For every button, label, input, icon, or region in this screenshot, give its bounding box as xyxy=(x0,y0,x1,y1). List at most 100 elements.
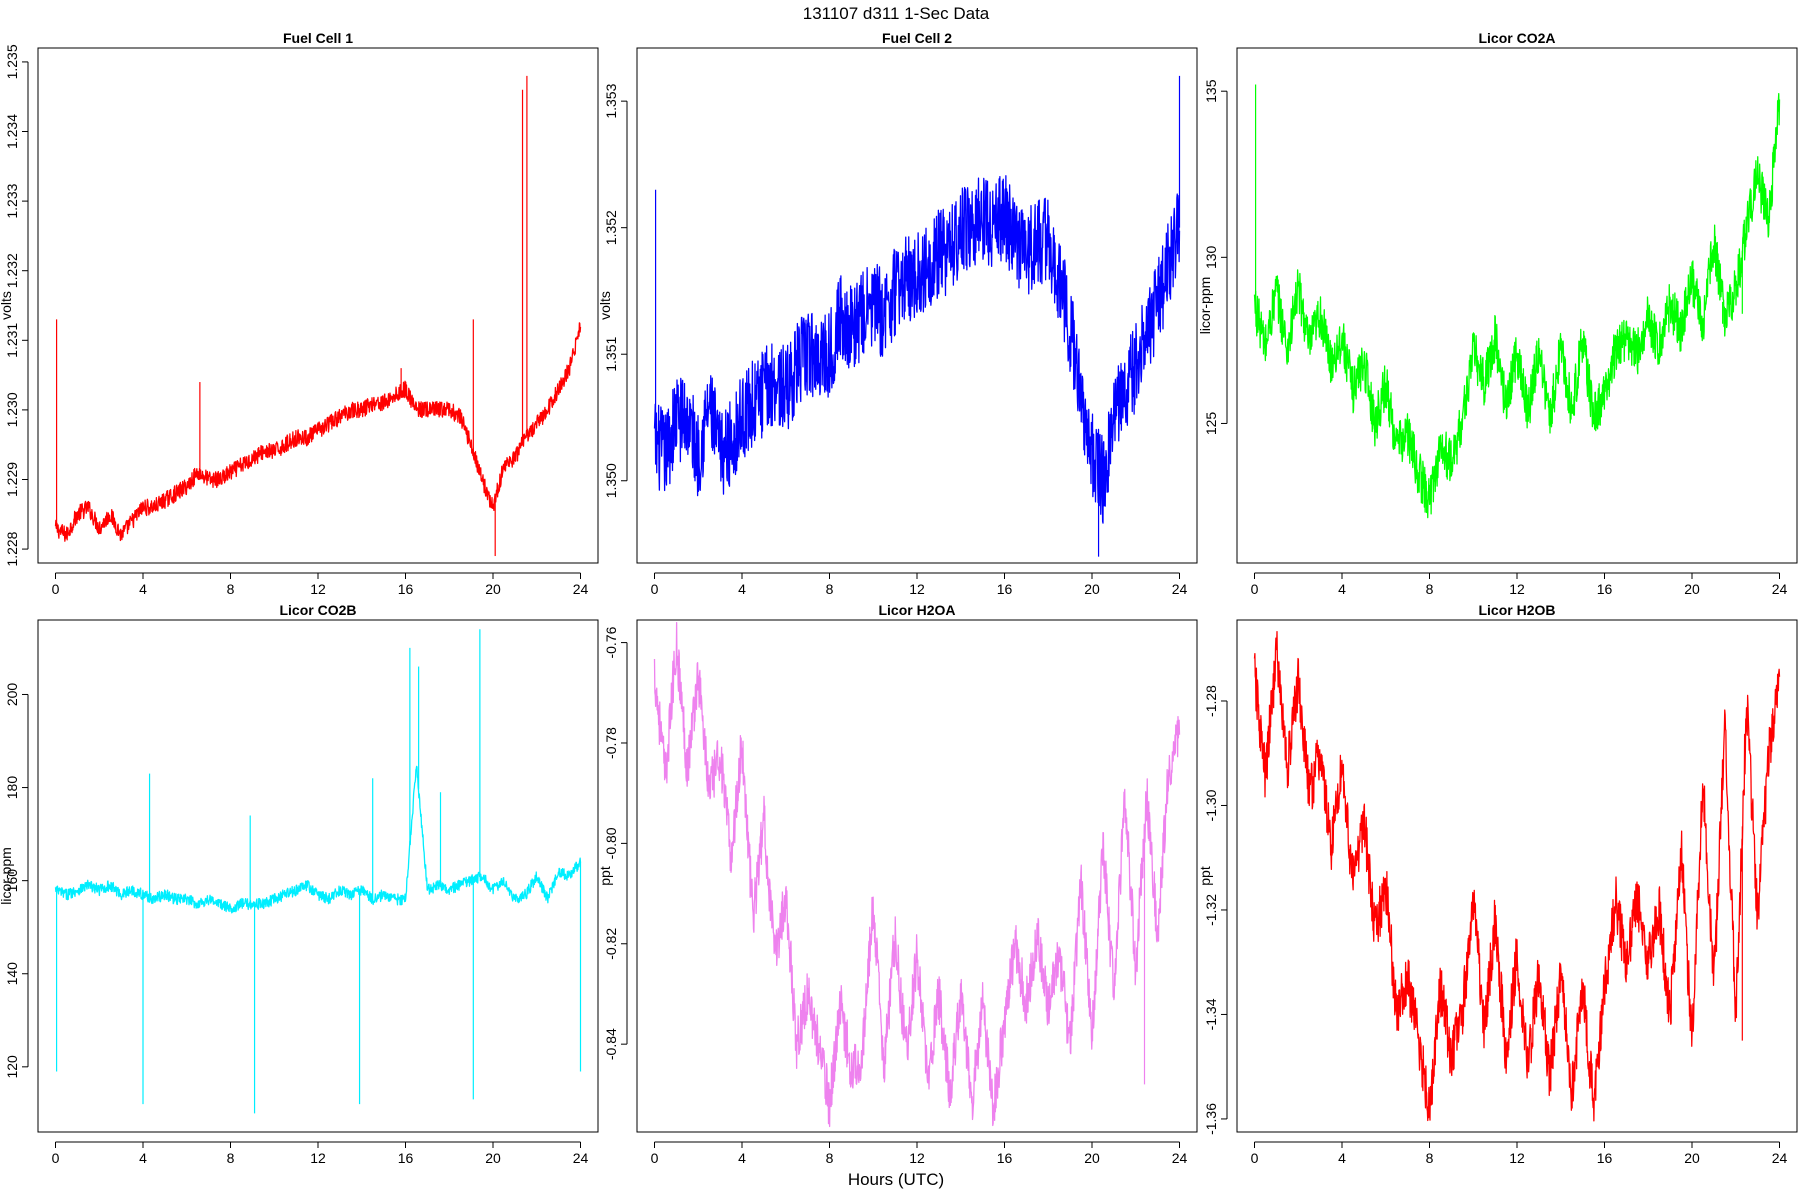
panel-title: Fuel Cell 2 xyxy=(882,30,952,46)
x-tick-label: 24 xyxy=(1772,581,1788,597)
chart-panel: Licor H2OB ppt 0 4 8 12 16 20 24 -1.36 -1.34 -1.32 -… xyxy=(1197,602,1798,1166)
y-tick-label: -1.36 xyxy=(1203,1103,1219,1135)
y-tick-label: 200 xyxy=(4,683,20,707)
y-tick-label: 1.230 xyxy=(4,392,20,427)
y-tick-label: 160 xyxy=(4,869,20,893)
x-tick-label: 8 xyxy=(826,1150,834,1166)
y-tick-label: 1.352 xyxy=(603,210,619,245)
data-series-line xyxy=(1253,93,1781,519)
plot-frame xyxy=(37,47,599,564)
x-tick-label: 20 xyxy=(1684,581,1700,597)
y-axis-label: licor-ppm xyxy=(0,847,14,905)
figure-title: 131107 d311 1-Sec Data xyxy=(803,4,990,23)
chart-panel: Fuel Cell 1 volts 0 4 8 12 16 20 24 1.228 1.229 1.2… xyxy=(0,30,599,597)
y-axis-label: ppt xyxy=(597,866,613,886)
y-tick-label: 1.231 xyxy=(4,323,20,358)
x-tick-label: 0 xyxy=(651,581,659,597)
y-tick-label: 135 xyxy=(1203,79,1219,103)
x-tick-label: 4 xyxy=(139,581,147,597)
panel-title: Licor CO2A xyxy=(1478,30,1555,46)
x-tick-label: 8 xyxy=(227,1150,235,1166)
x-tick-label: 16 xyxy=(1597,581,1613,597)
data-series-line xyxy=(653,621,1181,1128)
y-tick-label: -1.28 xyxy=(1203,685,1219,717)
x-tick-label: 12 xyxy=(909,581,925,597)
chart-panel: Licor CO2B licor-ppm 0 4 8 12 16 20 24 120 140 160 1… xyxy=(0,602,599,1166)
x-tick-label: 24 xyxy=(573,1150,589,1166)
y-tick-label: 140 xyxy=(4,962,20,986)
y-tick-label: 1.229 xyxy=(4,462,20,497)
x-tick-label: 16 xyxy=(398,1150,414,1166)
y-tick-label: -0.80 xyxy=(603,827,619,859)
data-series-line xyxy=(1253,630,1781,1122)
plot-frame xyxy=(37,619,599,1133)
x-tick-label: 24 xyxy=(573,581,589,597)
x-tick-label: 12 xyxy=(310,581,326,597)
x-tick-label: 12 xyxy=(909,1150,925,1166)
panel-title: Licor H2OA xyxy=(878,602,955,618)
y-tick-label: -1.30 xyxy=(1203,789,1219,821)
y-tick-label: -0.82 xyxy=(603,928,619,960)
y-tick-label: 130 xyxy=(1203,245,1219,269)
x-tick-label: 0 xyxy=(651,1150,659,1166)
plot-frame xyxy=(636,619,1198,1133)
x-tick-label: 24 xyxy=(1772,1150,1788,1166)
y-axis-label: volts xyxy=(0,291,14,320)
y-tick-label: 120 xyxy=(4,1055,20,1079)
y-axis-label: volts xyxy=(597,291,613,320)
y-tick-label: 1.235 xyxy=(4,44,20,79)
x-tick-label: 16 xyxy=(398,581,414,597)
y-tick-label: -0.76 xyxy=(603,626,619,658)
data-series-line xyxy=(54,765,582,914)
y-tick-label: -1.32 xyxy=(1203,894,1219,926)
panel-title: Fuel Cell 1 xyxy=(283,30,353,46)
plot-frame xyxy=(1236,619,1798,1133)
x-tick-label: 24 xyxy=(1172,581,1188,597)
x-tick-label: 0 xyxy=(1251,581,1259,597)
x-tick-label: 8 xyxy=(1426,1150,1434,1166)
y-tick-label: 1.353 xyxy=(603,83,619,118)
y-tick-label: -1.34 xyxy=(1203,998,1219,1030)
x-tick-label: 8 xyxy=(227,581,235,597)
figure-xlabel: Hours (UTC) xyxy=(848,1170,944,1189)
x-tick-label: 20 xyxy=(1684,1150,1700,1166)
y-axis-label: ppt xyxy=(1197,866,1213,886)
y-tick-label: 1.234 xyxy=(4,114,20,149)
plot-frame xyxy=(636,47,1198,564)
panel-title: Licor CO2B xyxy=(279,602,356,618)
y-tick-label: 1.351 xyxy=(603,336,619,371)
x-tick-label: 16 xyxy=(1597,1150,1613,1166)
x-tick-label: 0 xyxy=(52,1150,60,1166)
data-series-line xyxy=(54,322,582,542)
chart-panels: Fuel Cell 1 volts 0 4 8 12 16 20 24 1.228 1.229 1.2… xyxy=(0,30,1798,1166)
y-tick-label: 1.232 xyxy=(4,253,20,288)
panel-title: Licor H2OB xyxy=(1478,602,1555,618)
y-tick-label: 1.228 xyxy=(4,531,20,566)
x-tick-label: 12 xyxy=(1509,1150,1525,1166)
x-tick-label: 12 xyxy=(310,1150,326,1166)
y-tick-label: 125 xyxy=(1203,412,1219,436)
x-tick-label: 4 xyxy=(1338,581,1346,597)
x-tick-label: 8 xyxy=(1426,581,1434,597)
data-series-line xyxy=(653,175,1181,524)
y-tick-label: 180 xyxy=(4,776,20,800)
x-tick-label: 24 xyxy=(1172,1150,1188,1166)
y-tick-label: -0.84 xyxy=(603,1028,619,1060)
x-tick-label: 20 xyxy=(1084,1150,1100,1166)
x-tick-label: 4 xyxy=(738,1150,746,1166)
y-tick-label: 1.350 xyxy=(603,463,619,498)
x-tick-label: 12 xyxy=(1509,581,1525,597)
chart-panel: Fuel Cell 2 volts 0 4 8 12 16 20 24 1.350 1.351 1.3… xyxy=(597,30,1198,597)
x-tick-label: 0 xyxy=(1251,1150,1259,1166)
x-tick-label: 0 xyxy=(52,581,60,597)
y-tick-label: 1.233 xyxy=(4,183,20,218)
x-tick-label: 4 xyxy=(139,1150,147,1166)
x-tick-label: 4 xyxy=(738,581,746,597)
x-tick-label: 8 xyxy=(826,581,834,597)
x-tick-label: 4 xyxy=(1338,1150,1346,1166)
chart-panel: Licor CO2A licor-ppm 0 4 8 12 16 20 24 125 130 135 xyxy=(1197,30,1798,597)
y-tick-label: -0.78 xyxy=(603,727,619,759)
x-tick-label: 20 xyxy=(485,1150,501,1166)
plot-frame xyxy=(1236,47,1798,564)
